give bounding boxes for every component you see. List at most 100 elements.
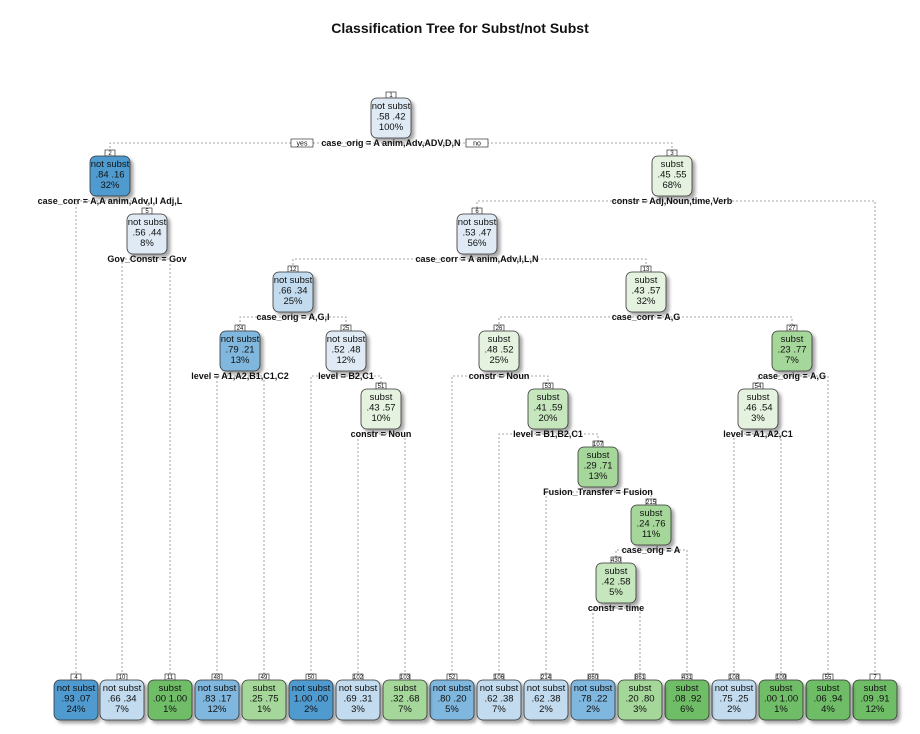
node-percent: 8% [140, 238, 154, 249]
tree-edge [734, 434, 758, 677]
node-probs: .58 .42 [376, 112, 405, 123]
tree-node-5: 5not subst.56 .448%Gov_Constr = Gov [107, 208, 186, 264]
leaf-node-106: 106not subst.62 .387% [477, 674, 521, 720]
tree-edge [792, 376, 828, 677]
split-label: Gov_Constr = Gov [107, 254, 186, 264]
node-class: not subst [221, 334, 260, 345]
split-label: case_corr = A,G [612, 312, 680, 322]
node-class: not subst [527, 683, 566, 694]
tree-edge [122, 259, 147, 677]
node-percent: 1% [257, 704, 271, 715]
node-percent: 7% [785, 355, 799, 366]
node-percent: 12% [207, 704, 227, 715]
node-class: subst [676, 683, 699, 694]
node-class: not subst [91, 159, 130, 170]
node-percent: 3% [751, 413, 765, 424]
node-probs: .00 1.00 [153, 694, 187, 705]
node-class: subst [629, 683, 652, 694]
node-probs: .62 .38 [484, 694, 513, 705]
leaf-node-860: 860not subst.78 .222% [571, 674, 615, 720]
split-label: case_corr = A,A anim,Adv,I,I Adj,L [38, 196, 183, 206]
node-probs: .66 .34 [107, 694, 136, 705]
node-class: subst [661, 159, 684, 170]
leaf-node-48: 48not subst.83 .1712% [195, 674, 239, 720]
node-percent: 13% [588, 471, 608, 482]
node-probs: .06 .94 [813, 694, 842, 705]
node-class: not subst [458, 217, 497, 228]
node-percent: 5% [609, 587, 623, 598]
node-probs: .46 .54 [743, 403, 772, 414]
node-percent: 24% [66, 704, 86, 715]
node-percent: 100% [379, 122, 404, 133]
leaf-node-11: 11subst.00 1.001% [148, 674, 192, 720]
node-class: subst [817, 683, 840, 694]
node-class: not subst [292, 683, 331, 694]
node-probs: .45 .55 [657, 170, 686, 181]
tree-node-25: 25not subst.52 .4812%level = B2,C1 [318, 325, 374, 381]
node-probs: .53 .47 [462, 228, 491, 239]
node-class: subst [253, 683, 276, 694]
leaf-node-102: 102 not subst.69 .313% [336, 674, 380, 720]
node-probs: .78 .22 [578, 694, 607, 705]
node-probs: 1.00 .00 [294, 694, 328, 705]
node-probs: .69 .31 [343, 694, 372, 705]
node-class: not subst [198, 683, 237, 694]
node-percent: 11% [642, 529, 661, 540]
tree-edge [616, 608, 640, 677]
node-percent: 1% [774, 704, 788, 715]
node-percent: 4% [821, 704, 835, 715]
node-probs: .08 .92 [672, 694, 701, 705]
node-class: subst [159, 683, 182, 694]
split-label: case_orig = A,G,I [257, 312, 330, 322]
node-class: not subst [574, 683, 613, 694]
node-probs: .41 .59 [533, 403, 562, 414]
node-class: not subst [715, 683, 754, 694]
node-class: subst [781, 334, 804, 345]
node-percent: 6% [680, 704, 694, 715]
node-percent: 2% [539, 704, 553, 715]
node-class: not subst [128, 217, 167, 228]
node-percent: 2% [586, 704, 600, 715]
node-percent: 68% [662, 180, 682, 191]
node-probs: .80 .20 [437, 694, 466, 705]
node-percent: 10% [371, 413, 391, 424]
leaf-node-109: 109subst.00 1.001% [759, 674, 803, 720]
leaf-node-861: 861subst.20 .803% [618, 674, 662, 720]
split-label: constr = Noun [469, 371, 530, 381]
tree-edge [546, 492, 598, 677]
node-class: subst [587, 450, 610, 461]
leaf-node-214: 214not subst.62 .382% [524, 674, 568, 720]
leaf-node-52: 52not subst.80 .205% [430, 674, 474, 720]
node-percent: 7% [115, 704, 129, 715]
tree-edge [358, 434, 381, 677]
split-label: Fusion_Transfer = Fusion [543, 487, 653, 497]
node-probs: .84 .16 [95, 170, 124, 181]
node-class: not subst [372, 101, 411, 112]
node-probs: .79 .21 [225, 345, 254, 356]
node-percent: 7% [492, 704, 506, 715]
node-class: subst [747, 392, 770, 403]
node-class: not subst [327, 334, 366, 345]
tree-edge [758, 434, 781, 677]
node-class: subst [640, 508, 663, 519]
node-percent: 7% [398, 704, 412, 715]
node-probs: .23 .77 [777, 345, 806, 356]
node-percent: 12% [336, 355, 356, 366]
split-label: level = B1,B2,C1 [513, 429, 583, 439]
node-probs: .00 1.00 [764, 694, 798, 705]
tree-edge [217, 376, 240, 677]
node-class: not subst [57, 683, 96, 694]
split-label: constr = time [588, 603, 644, 613]
node-class: subst [605, 566, 628, 577]
node-probs: .66 .34 [278, 286, 307, 297]
node-probs: .43 .57 [366, 403, 395, 414]
leaf-node-49: 49subst.25 .751% [242, 674, 286, 720]
node-probs: .09 .91 [860, 694, 889, 705]
split-label: case_corr = A anim,Adv,I,L,N [416, 254, 539, 264]
tree-edge [147, 259, 170, 677]
node-percent: 20% [538, 413, 558, 424]
tree-node-1: 1not subst.58 .42100%case_orig = A anim,… [321, 92, 460, 148]
